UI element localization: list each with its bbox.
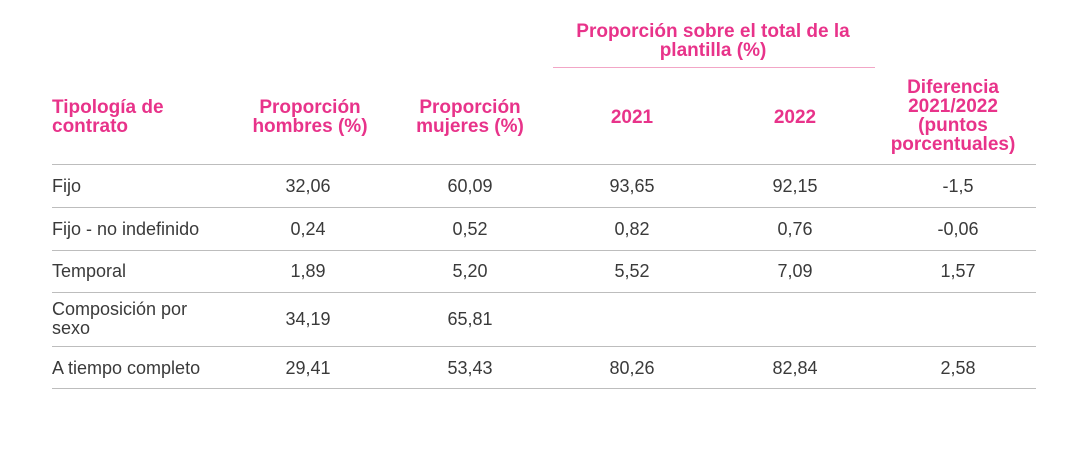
cell-2021: 80,26	[609, 358, 655, 378]
cell-2022: 82,84	[772, 358, 818, 378]
cell-2021: 5,52	[614, 261, 650, 281]
cell-hombres: 0,24	[290, 219, 326, 239]
col-header-2021: 2021	[610, 107, 654, 128]
row-rule	[52, 346, 1036, 347]
row-label: A tiempo completo	[52, 358, 201, 378]
cell-diferencia: -1,5	[942, 176, 974, 196]
cell-2021: 0,82	[614, 219, 650, 239]
col-header-hombres: Proporción hombres (%)	[252, 97, 368, 137]
cell-mujeres: 5,20	[452, 261, 488, 281]
header-rule	[52, 164, 1036, 165]
cell-mujeres: 65,81	[447, 309, 493, 329]
col-header-2022: 2022	[773, 107, 817, 128]
bottom-rule	[52, 388, 1036, 389]
row-rule	[52, 250, 1036, 251]
cell-diferencia: 2,58	[940, 358, 976, 378]
cell-hombres: 29,41	[285, 358, 331, 378]
col-header-diferencia: Diferencia 2021/2022 (puntos porcentuale…	[890, 77, 1016, 155]
cell-hombres: 32,06	[285, 176, 331, 196]
row-rule	[52, 207, 1036, 208]
cell-hombres: 34,19	[285, 309, 331, 329]
cell-mujeres: 0,52	[452, 219, 488, 239]
col-header-mujeres: Proporción mujeres (%)	[416, 97, 524, 137]
cell-2022: 7,09	[777, 261, 813, 281]
row-label: Temporal	[52, 261, 127, 281]
group-header: Proporción sobre el total de la plantill…	[576, 21, 850, 61]
cell-mujeres: 60,09	[447, 176, 493, 196]
row-label: Fijo	[52, 176, 82, 196]
cell-2022: 92,15	[772, 176, 818, 196]
cell-2022: 0,76	[777, 219, 813, 239]
col-header-tipologia: Tipología de contrato	[52, 97, 164, 137]
cell-hombres: 1,89	[290, 261, 326, 281]
cell-mujeres: 53,43	[447, 358, 493, 378]
cell-2021: 93,65	[609, 176, 655, 196]
row-label: Fijo - no indefinido	[52, 219, 200, 239]
row-rule	[52, 292, 1036, 293]
cell-diferencia: 1,57	[940, 261, 976, 281]
row-label: Composición por sexo	[52, 299, 188, 338]
cell-diferencia: -0,06	[937, 219, 979, 239]
group-header-rule	[553, 67, 875, 68]
